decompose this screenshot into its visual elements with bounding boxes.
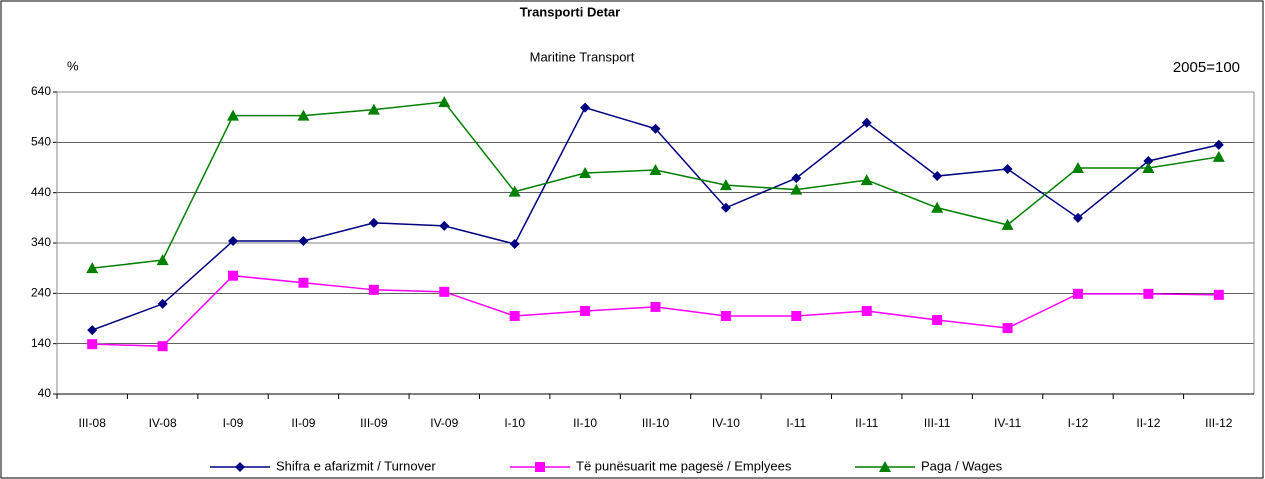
- point: [1213, 139, 1224, 150]
- x-tick-label: III-08: [79, 416, 107, 430]
- legend-label: Paga / Wages: [921, 458, 1003, 473]
- x-tick-label: I-09: [223, 416, 244, 430]
- annotation: 2005=100: [1173, 59, 1240, 76]
- point: [298, 277, 309, 288]
- x-tick-label: II-09: [291, 416, 315, 430]
- point: [1072, 212, 1083, 223]
- y-tick-label: 140: [31, 336, 51, 350]
- point: [719, 179, 732, 191]
- point: [368, 217, 379, 228]
- y-tick-label: 540: [31, 135, 51, 149]
- x-tick-label: III-09: [360, 416, 388, 430]
- point: [1142, 162, 1155, 174]
- x-tick-label: III-10: [642, 416, 670, 430]
- point: [580, 305, 591, 316]
- point: [1001, 218, 1014, 230]
- point: [439, 220, 450, 231]
- point: [509, 239, 520, 250]
- x-tick-label: II-10: [573, 416, 597, 430]
- point: [579, 167, 592, 179]
- x-tick-label: II-12: [1136, 416, 1160, 430]
- point: [87, 325, 98, 336]
- y-tick-label: 40: [38, 386, 52, 400]
- point: [368, 284, 379, 295]
- point: [720, 310, 731, 321]
- x-tick-label: II-11: [855, 416, 878, 430]
- x-tick-label: I-10: [504, 416, 525, 430]
- y-tick-label: 240: [31, 286, 51, 300]
- x-tick-label: I-11: [786, 416, 806, 430]
- point: [228, 270, 239, 281]
- point: [861, 117, 872, 128]
- x-tick-label: I-12: [1068, 416, 1089, 430]
- point: [508, 185, 521, 197]
- point: [580, 102, 591, 113]
- legend-label: Shifra e afarizmit / Turnover: [276, 458, 436, 473]
- point: [535, 462, 545, 472]
- point: [720, 202, 731, 213]
- chart-subtitle: Maritine Transport: [530, 49, 635, 64]
- point: [650, 301, 661, 312]
- point: [1213, 289, 1224, 300]
- point: [367, 103, 380, 115]
- point: [156, 254, 169, 266]
- point: [932, 171, 943, 182]
- point: [157, 298, 168, 309]
- point: [791, 310, 802, 321]
- point: [790, 183, 803, 195]
- x-tick-label: III-12: [1205, 416, 1233, 430]
- point: [879, 461, 891, 472]
- point: [1071, 162, 1084, 174]
- point: [791, 173, 802, 184]
- y-tick-label: 440: [31, 185, 51, 199]
- point: [1072, 288, 1083, 299]
- point: [297, 109, 310, 121]
- x-tick-label: IV-11: [994, 416, 1021, 430]
- x-tick-label: IV-08: [149, 416, 177, 430]
- y-tick-label: 340: [31, 235, 51, 249]
- point: [932, 315, 943, 326]
- point: [931, 201, 944, 213]
- point: [228, 235, 239, 246]
- y-axis-label: %: [67, 58, 79, 73]
- point: [861, 305, 872, 316]
- chart-title: Transporti Detar: [520, 4, 620, 19]
- point: [438, 96, 451, 108]
- point: [649, 164, 662, 176]
- point: [235, 462, 245, 472]
- point: [298, 235, 309, 246]
- point: [1002, 164, 1013, 175]
- x-tick-label: IV-09: [430, 416, 458, 430]
- x-tick-label: III-11: [924, 416, 951, 430]
- legend-label: Të punësuarit me pagesë / Emplyees: [576, 458, 792, 473]
- x-tick-label: IV-10: [712, 416, 740, 430]
- point: [860, 174, 873, 186]
- point: [509, 310, 520, 321]
- point: [87, 339, 98, 350]
- y-tick-label: 640: [31, 84, 51, 98]
- point: [227, 109, 240, 121]
- point: [1002, 323, 1013, 334]
- point: [439, 286, 450, 297]
- point: [86, 262, 99, 274]
- point: [1143, 155, 1154, 166]
- point: [650, 123, 661, 134]
- point: [1212, 150, 1225, 162]
- point: [157, 341, 168, 352]
- point: [1143, 288, 1154, 299]
